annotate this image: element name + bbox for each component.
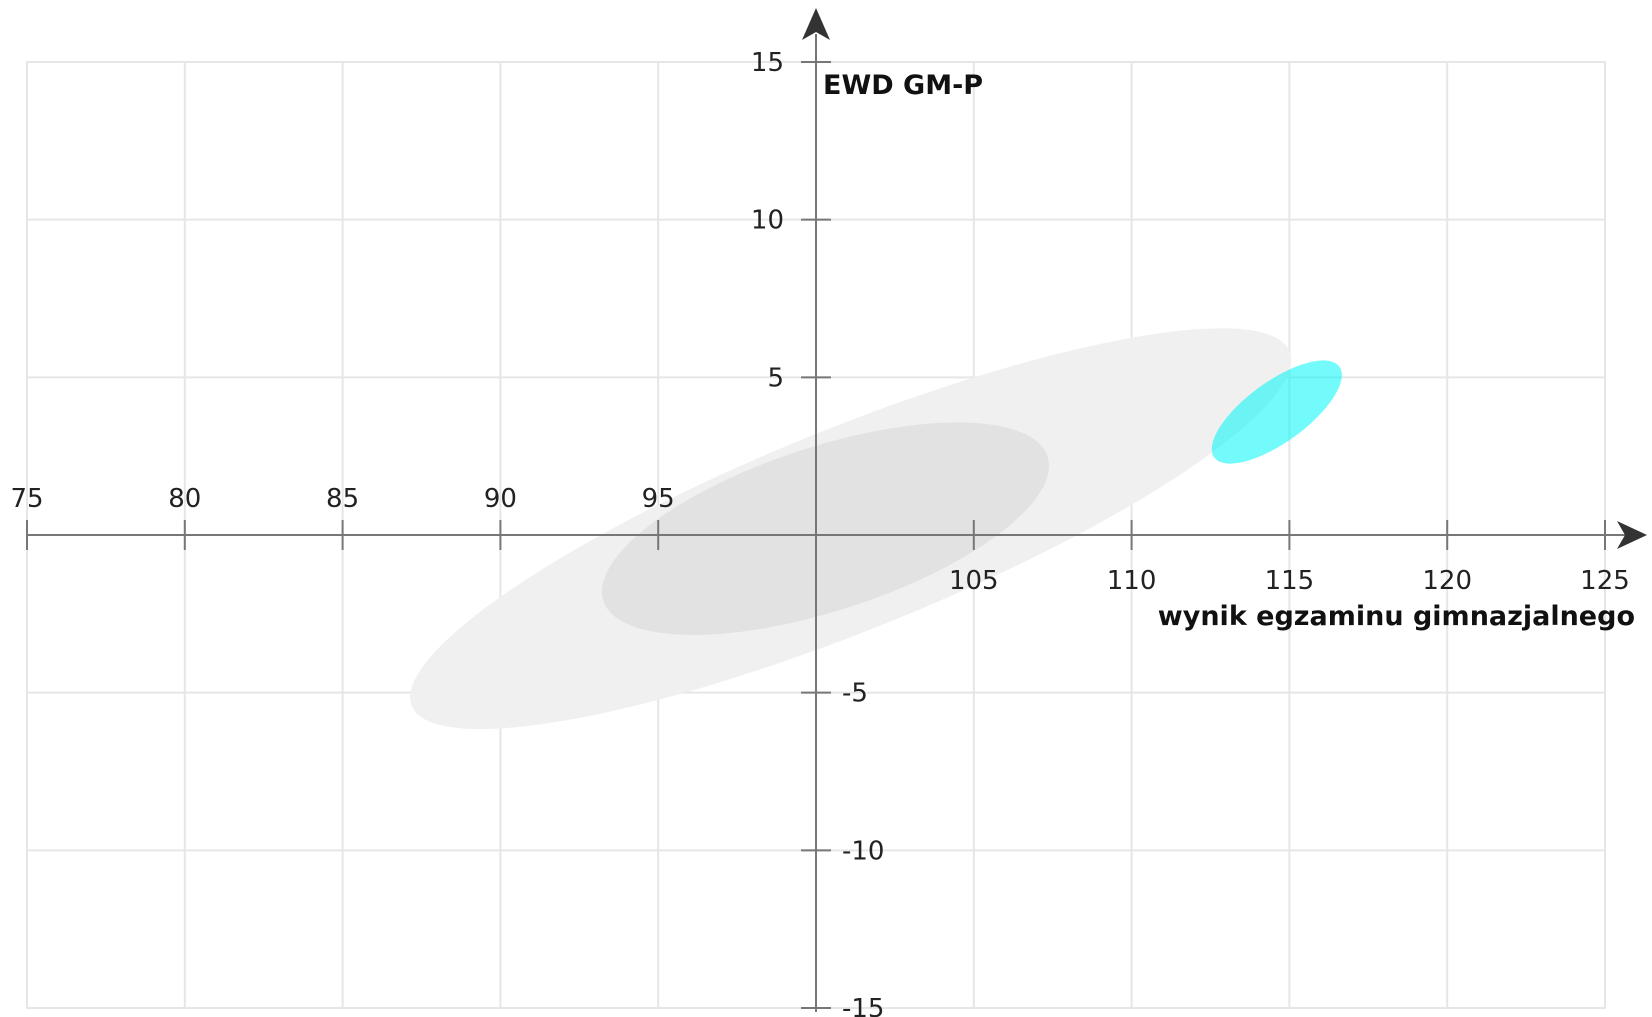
- y-tick-label: -15: [842, 994, 884, 1017]
- y-tick-label: 5: [767, 363, 784, 393]
- x-tick-label: 120: [1422, 566, 1472, 596]
- x-axis-title: wynik egzaminu gimnazjalnego: [1158, 601, 1635, 632]
- x-tick-label: 95: [642, 484, 675, 514]
- y-axis-arrow-icon: [802, 8, 830, 40]
- y-tick-label: -5: [842, 679, 868, 709]
- x-tick-label: 105: [949, 566, 999, 596]
- x-tick-label: 75: [10, 484, 43, 514]
- y-tick-label: 15: [751, 48, 784, 78]
- y-axis-title: EWD GM-P: [823, 70, 983, 101]
- x-tick-label: 80: [168, 484, 201, 514]
- x-tick-label: 125: [1580, 566, 1630, 596]
- x-tick-label: 85: [326, 484, 359, 514]
- ellipses: [410, 328, 1342, 730]
- x-tick-label: 90: [484, 484, 517, 514]
- x-tick-label: 115: [1265, 566, 1315, 596]
- y-tick-label: -10: [842, 836, 884, 866]
- axes: [27, 8, 1647, 1012]
- ellipse-2: [601, 422, 1050, 635]
- y-tick-label: 10: [751, 206, 784, 236]
- ellipse-3: [1211, 360, 1342, 464]
- x-tick-label: 110: [1107, 566, 1157, 596]
- x-axis-arrow-icon: [1617, 521, 1647, 549]
